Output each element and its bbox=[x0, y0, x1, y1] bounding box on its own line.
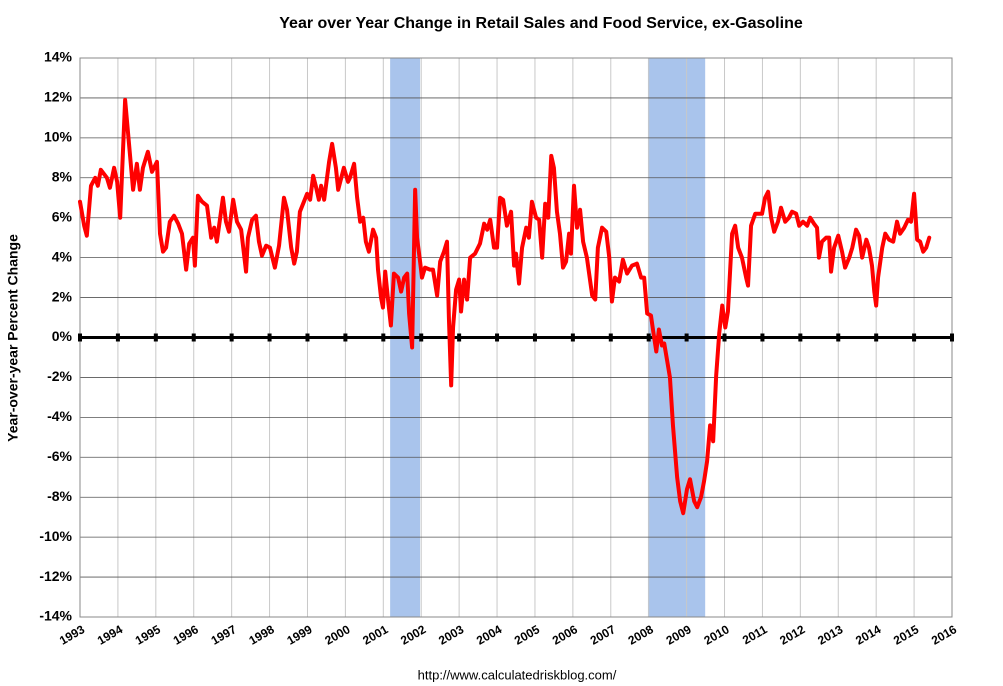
x-tick-mark bbox=[343, 333, 348, 342]
x-tick-mark bbox=[495, 333, 500, 342]
x-tick-label: 2000 bbox=[322, 622, 352, 648]
x-tick-label: 2014 bbox=[853, 622, 883, 648]
x-tick-label: 2011 bbox=[740, 622, 770, 647]
x-tick-label: 1998 bbox=[247, 622, 277, 648]
x-tick-mark bbox=[457, 333, 462, 342]
y-tick-label: -6% bbox=[47, 448, 72, 464]
x-tick-mark bbox=[229, 333, 234, 342]
y-axis-label: Year-over-year Percent Change bbox=[5, 234, 21, 442]
x-tick-label: 2010 bbox=[701, 622, 731, 648]
x-tick-label: 1995 bbox=[133, 622, 163, 648]
x-tick-mark bbox=[646, 333, 651, 342]
y-tick-label: 8% bbox=[52, 168, 73, 184]
y-tick-label: 2% bbox=[52, 288, 73, 304]
x-tick-mark bbox=[78, 333, 82, 342]
x-tick-label: 2015 bbox=[891, 622, 921, 648]
y-tick-label: 10% bbox=[44, 129, 73, 145]
y-tick-label: -12% bbox=[39, 568, 72, 584]
x-tick-mark bbox=[381, 333, 386, 342]
source: http://www.calculatedriskblog.com/ bbox=[418, 667, 617, 682]
x-tick-mark bbox=[115, 333, 120, 342]
x-tick-label: 2009 bbox=[664, 622, 694, 648]
x-tick-label: 2005 bbox=[512, 622, 542, 648]
x-tick-label: 2008 bbox=[626, 622, 656, 648]
x-tick-label: 2013 bbox=[815, 622, 845, 648]
y-tick-label: 14% bbox=[44, 49, 73, 65]
x-tick-label: 2016 bbox=[929, 622, 959, 648]
y-tick-label: -8% bbox=[47, 488, 72, 504]
data-line bbox=[78, 97, 932, 516]
x-tick-mark bbox=[153, 333, 158, 342]
y-tick-label: -14% bbox=[39, 608, 72, 624]
y-tick-label: 0% bbox=[52, 328, 73, 344]
chart-title: Year over Year Change in Retail Sales an… bbox=[279, 15, 803, 32]
x-tick-mark bbox=[836, 333, 841, 342]
x-tick-mark bbox=[912, 333, 917, 342]
x-tick-label: 1997 bbox=[209, 622, 239, 648]
x-tick-label: 1993 bbox=[57, 622, 87, 648]
x-tick-mark bbox=[267, 333, 272, 342]
x-tick-label: 2001 bbox=[360, 622, 390, 648]
x-tick-label: 1996 bbox=[171, 622, 201, 648]
y-tick-label: -10% bbox=[39, 528, 72, 544]
x-tick-label: 1994 bbox=[95, 622, 125, 648]
x-tick-mark bbox=[532, 333, 537, 342]
x-tick-mark bbox=[874, 333, 879, 342]
x-tick-mark bbox=[760, 333, 765, 342]
x-tick-label: 2007 bbox=[588, 622, 618, 648]
x-tick-label: 2003 bbox=[436, 622, 466, 648]
x-tick-mark bbox=[419, 333, 424, 342]
x-tick-mark bbox=[608, 333, 613, 342]
y-tick-label: 6% bbox=[52, 208, 73, 224]
x-tick-label: 1999 bbox=[284, 622, 314, 648]
x-tick-label: 2006 bbox=[550, 622, 580, 648]
x-tick-mark bbox=[570, 333, 575, 342]
x-tick-mark bbox=[684, 333, 689, 342]
y-tick-label: 4% bbox=[52, 248, 73, 264]
x-tick-label: 2004 bbox=[474, 622, 504, 648]
y-tick-label: 12% bbox=[44, 89, 73, 105]
x-tick-label: 2002 bbox=[398, 622, 428, 648]
x-tick-mark bbox=[950, 333, 954, 342]
x-tick-mark bbox=[305, 333, 310, 342]
x-tick-label: 2012 bbox=[777, 622, 807, 648]
x-tick-mark bbox=[722, 333, 727, 342]
x-tick-mark bbox=[191, 333, 196, 342]
x-tick-mark bbox=[798, 333, 803, 342]
y-tick-label: -4% bbox=[47, 408, 72, 424]
y-tick-label: -2% bbox=[47, 368, 72, 384]
